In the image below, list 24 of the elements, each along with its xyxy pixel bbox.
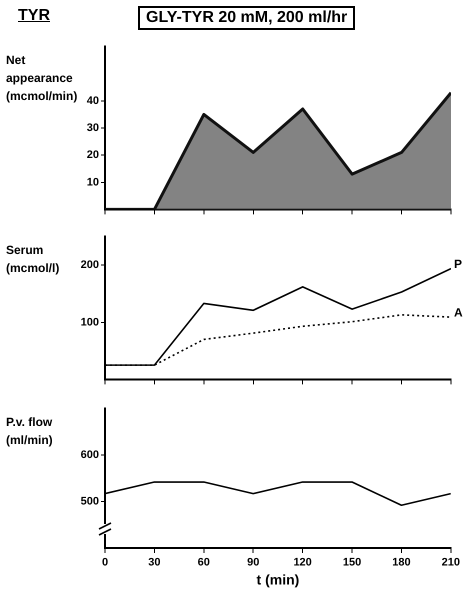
y-tick-label: 600 bbox=[80, 449, 99, 462]
x-tick-label: 60 bbox=[198, 556, 210, 569]
x-axis-title: t (min) bbox=[256, 571, 300, 588]
y-tick-label: 500 bbox=[80, 496, 99, 508]
x-tick-label: 120 bbox=[293, 556, 312, 569]
series-label: P bbox=[454, 256, 462, 271]
text: TYR bbox=[18, 7, 50, 25]
y-tick-label: 30 bbox=[86, 122, 99, 134]
series-label: A bbox=[454, 305, 463, 320]
y-tick-label: 200 bbox=[80, 259, 99, 272]
x-tick-label: 180 bbox=[392, 556, 411, 569]
x-tick-label: 150 bbox=[342, 556, 362, 569]
x-tick-label: 90 bbox=[247, 556, 260, 569]
chart-title: GLY-TYR 20 mM, 200 ml/hr bbox=[138, 6, 356, 30]
y-axis-title: Serum (mcmol/l) bbox=[6, 242, 60, 277]
y-tick-label: 100 bbox=[80, 316, 99, 328]
x-tick-label: 30 bbox=[148, 556, 161, 569]
x-tick-label: 0 bbox=[102, 556, 108, 569]
y-tick-label: 20 bbox=[86, 149, 99, 162]
x-tick-label: 210 bbox=[442, 556, 460, 569]
y-axis-title: Net appearance (mcmol/min) bbox=[6, 52, 78, 105]
y-tick-label: 10 bbox=[86, 176, 99, 188]
y-axis-title: P.v. flow (ml/min) bbox=[6, 414, 54, 449]
y-tick-label: 40 bbox=[86, 94, 99, 107]
